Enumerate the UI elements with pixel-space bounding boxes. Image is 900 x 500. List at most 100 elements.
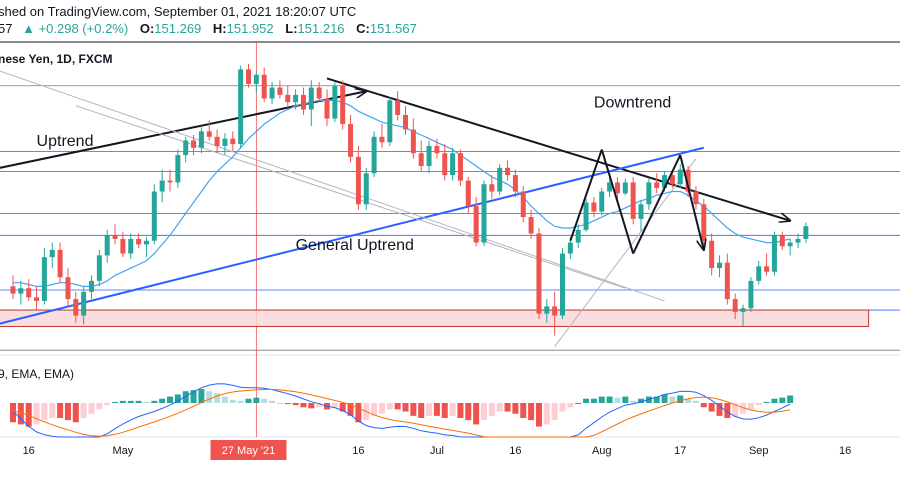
candle-body xyxy=(764,266,770,272)
histogram-bar xyxy=(214,393,221,403)
candle-body xyxy=(528,217,534,234)
open-label: O: xyxy=(139,21,155,36)
candle-body xyxy=(230,138,236,145)
candle-body xyxy=(434,145,440,154)
candle-body xyxy=(442,153,448,176)
histogram-bar xyxy=(528,403,535,421)
low-label: L: xyxy=(285,21,298,36)
candle-body xyxy=(136,238,142,245)
histogram-bar xyxy=(488,403,495,416)
candle-body xyxy=(489,184,495,192)
candle-body xyxy=(340,85,346,125)
time-axis-tick-label: May xyxy=(113,445,134,457)
candle-body xyxy=(638,204,644,219)
histogram-bar xyxy=(237,400,244,403)
candle-body xyxy=(748,280,754,309)
histogram-bar xyxy=(551,403,558,421)
ohlc-row: 57 ▲ +0.298 (+0.2%) O:151.269 H:151.952 … xyxy=(0,21,417,36)
candle-body xyxy=(481,184,487,243)
last-price: 57 xyxy=(0,21,13,36)
histogram-bar xyxy=(394,403,401,410)
candle-body xyxy=(560,253,565,316)
candle-body xyxy=(520,191,526,218)
histogram-bar xyxy=(449,403,456,416)
time-axis-tick-label: 16 xyxy=(23,445,35,457)
histogram-bar xyxy=(229,399,236,403)
histogram-bar xyxy=(269,400,276,403)
candle-body xyxy=(57,249,63,278)
histogram-bar xyxy=(716,403,723,416)
candle-body xyxy=(607,182,613,192)
candle-body xyxy=(222,138,228,146)
histogram-bar xyxy=(747,403,754,410)
histogram-bar xyxy=(88,403,95,414)
histogram-bar xyxy=(543,403,550,425)
high-value: 151.952 xyxy=(226,21,274,36)
candle-body xyxy=(183,140,189,156)
histogram-bar xyxy=(677,395,684,403)
histogram-bar xyxy=(316,403,323,408)
histogram-bar xyxy=(112,401,119,403)
candle-body xyxy=(505,167,511,176)
candle-body xyxy=(253,74,259,84)
candle-body xyxy=(677,169,683,185)
histogram-bar xyxy=(371,403,378,416)
trendline-5 xyxy=(554,158,697,347)
time-axis-tick-label: 16 xyxy=(509,445,521,457)
histogram-bar xyxy=(80,403,87,418)
candle-body xyxy=(128,238,134,254)
candle-body xyxy=(395,100,401,115)
histogram-bar xyxy=(49,403,56,418)
candle-body xyxy=(191,140,197,148)
candle-body xyxy=(324,98,330,119)
candle-body xyxy=(756,266,762,281)
histogram-bar xyxy=(331,403,338,408)
histogram-bar xyxy=(559,403,566,412)
histogram-bar xyxy=(583,398,590,403)
candle-body xyxy=(709,240,715,269)
candle-body xyxy=(214,136,220,146)
candle-body xyxy=(622,182,628,194)
candle-body xyxy=(724,262,730,300)
histogram-bar xyxy=(143,401,150,403)
candle-body xyxy=(293,94,299,103)
candle-body xyxy=(552,306,558,316)
candle-body xyxy=(544,306,550,314)
candle-body xyxy=(614,182,620,194)
histogram-bar xyxy=(135,400,142,403)
histogram-bar xyxy=(198,389,205,403)
pattern-line-2 xyxy=(632,154,682,254)
histogram-bar xyxy=(261,398,268,403)
candle-body xyxy=(104,235,110,256)
histogram-bar xyxy=(221,396,228,403)
candle-body xyxy=(583,202,589,230)
pattern-line-0 xyxy=(569,149,603,242)
histogram-bar xyxy=(206,391,213,403)
histogram-bar xyxy=(724,403,731,418)
histogram-bar xyxy=(779,397,786,403)
annotation-label: General Uptrend xyxy=(296,237,414,254)
candle-body xyxy=(112,235,118,239)
histogram-bar xyxy=(614,397,621,403)
trendline-2 xyxy=(0,146,705,325)
chart-header: shed on TradingView.com, September 01, 2… xyxy=(0,0,900,40)
time-axis-tick-label: Jul xyxy=(430,445,444,457)
histogram-bar xyxy=(504,403,511,412)
candle-body xyxy=(34,297,40,301)
histogram-bar xyxy=(57,403,64,418)
candle-body xyxy=(457,153,463,181)
candle-body xyxy=(73,299,79,316)
support-zone xyxy=(0,309,870,327)
histogram-bar xyxy=(567,403,574,408)
histogram-bar xyxy=(669,396,676,403)
time-axis-tick-label: 17 xyxy=(674,445,686,457)
histogram-bar xyxy=(167,396,173,403)
histogram-bar xyxy=(300,403,307,408)
candle-body xyxy=(316,87,322,99)
candle-body xyxy=(536,233,542,314)
candle-body xyxy=(740,308,746,312)
histogram-bar xyxy=(512,403,519,414)
macd-line xyxy=(12,383,791,438)
close-value: 151.567 xyxy=(369,21,417,36)
